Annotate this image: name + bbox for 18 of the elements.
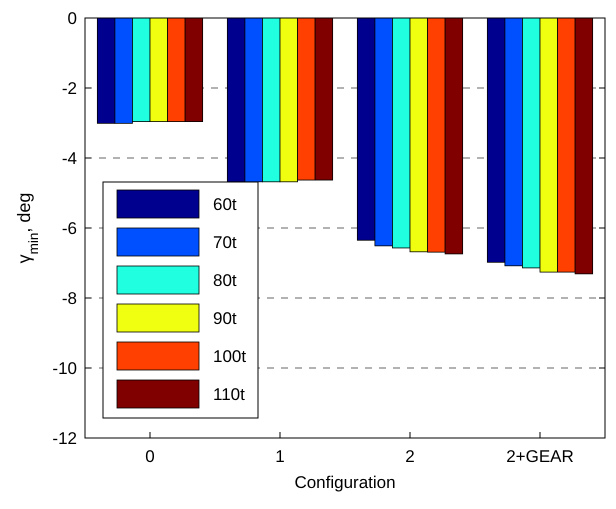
y-tick-label: -10 xyxy=(52,358,77,378)
y-tick-label: -4 xyxy=(62,148,77,168)
legend-label: 90t xyxy=(213,308,237,328)
y-tick-label: -6 xyxy=(62,218,77,238)
x-tick-label: 2+GEAR xyxy=(506,447,574,466)
legend-label: 110t xyxy=(213,384,246,404)
y-tick-label: 0 xyxy=(68,8,77,28)
legend-label: 80t xyxy=(213,270,237,290)
y-tick-label: -8 xyxy=(62,288,77,308)
y-tick-label: -2 xyxy=(62,78,77,98)
x-axis-title: Configuration xyxy=(294,473,396,492)
legend-label: 60t xyxy=(213,194,237,214)
x-tick-label: 2 xyxy=(405,447,415,466)
x-tick-label: 1 xyxy=(275,447,285,466)
x-tick-label: 0 xyxy=(145,447,155,466)
legend-label: 100t xyxy=(213,346,246,366)
legend-label: 70t xyxy=(213,232,237,252)
y-tick-label: -12 xyxy=(52,428,77,448)
